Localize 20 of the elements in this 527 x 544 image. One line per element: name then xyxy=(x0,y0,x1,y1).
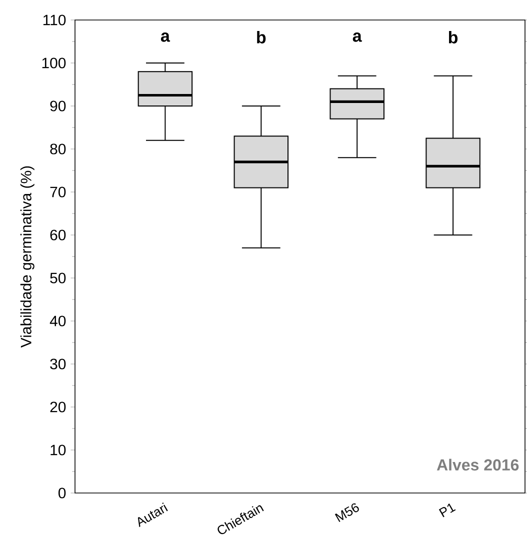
y-tick-label: 70 xyxy=(50,186,66,198)
x-tick-label: M56 xyxy=(334,503,359,522)
y-tick-label: 100 xyxy=(42,58,66,68)
y-tick-label: 110 xyxy=(43,14,66,26)
y-tick-label: 10 xyxy=(50,444,66,456)
annotation: a xyxy=(352,32,362,42)
y-tick-label: 40 xyxy=(50,316,66,326)
annotation: b xyxy=(448,30,458,44)
y-tick-label: 20 xyxy=(50,402,66,412)
annotation: Alves 2016 xyxy=(436,458,519,471)
y-tick-label: 30 xyxy=(50,358,66,370)
y-tick-label: 50 xyxy=(50,272,66,284)
annotation: b xyxy=(257,30,266,44)
y-tick-label: 0 xyxy=(58,488,66,498)
x-tick-label: P1 xyxy=(438,503,456,518)
y-tick-label: 80 xyxy=(50,144,66,154)
y-tick-label: 90 xyxy=(50,100,66,112)
annotation: a xyxy=(160,32,170,42)
y-tick-label: 60 xyxy=(50,230,66,240)
y-axis-title: Viabilidade germinativa (%) xyxy=(20,166,34,348)
